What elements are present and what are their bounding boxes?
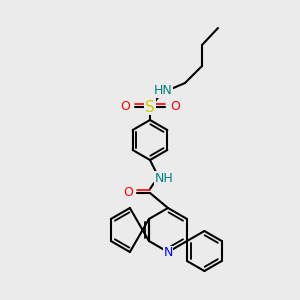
Text: O: O bbox=[120, 100, 130, 113]
Text: N: N bbox=[163, 247, 173, 260]
Text: HN: HN bbox=[154, 85, 172, 98]
Text: S: S bbox=[145, 100, 155, 115]
Text: O: O bbox=[170, 100, 180, 113]
Text: NH: NH bbox=[154, 172, 173, 184]
Text: O: O bbox=[123, 187, 133, 200]
